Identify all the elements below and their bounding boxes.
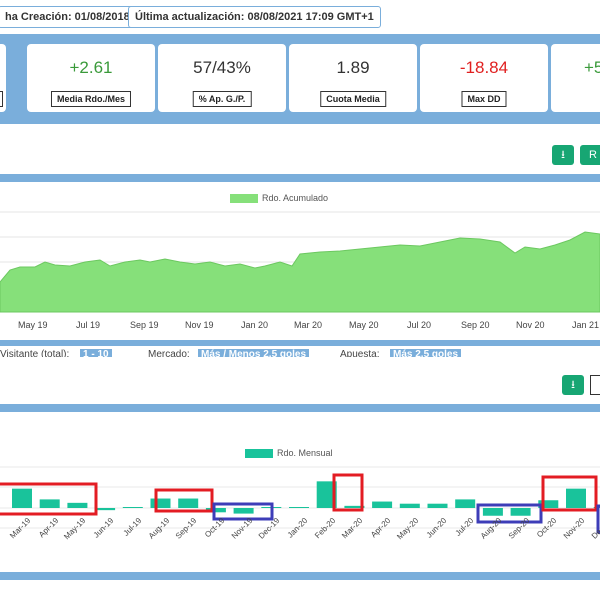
monthly-bar — [510, 508, 531, 516]
stat-card-cuota: 1.89 Cuota Media — [289, 44, 417, 112]
monthly-bar — [150, 498, 171, 508]
monthly-bar — [399, 503, 420, 508]
mercado-value: Más / Menos 2.5 goles — [198, 349, 310, 357]
monthly-bar — [427, 503, 448, 508]
x-tick-label: Jul 19 — [76, 320, 101, 330]
x-tick-label: Jan 21 — [572, 320, 600, 330]
monthly-bar — [538, 500, 559, 508]
monthly-bar — [372, 501, 393, 508]
menu-button[interactable] — [590, 375, 600, 395]
monthly-bar — [95, 508, 116, 511]
mercado-label: Mercado: — [148, 349, 190, 357]
apuesta-value: Más 2.5 goles — [390, 349, 462, 357]
stat-value: 57/43% — [193, 58, 251, 77]
stat-value: +2.61 — [69, 58, 113, 77]
chart1-legend-label: Rdo. Acumulado — [262, 193, 329, 203]
highlight-box-blue — [476, 503, 543, 524]
monthly-bars — [12, 481, 600, 516]
highlight-box-red — [154, 488, 214, 513]
monthly-bar — [344, 505, 365, 508]
monthly-bar — [566, 488, 586, 508]
stat-label: % Ap. G./P. — [192, 91, 252, 107]
monthly-bar — [12, 488, 32, 508]
chart2-legend: Rdo. Mensual — [245, 448, 333, 459]
monthly-chart — [0, 466, 600, 534]
monthly-bar — [205, 508, 226, 513]
chart1-toolbar — [0, 124, 600, 174]
monthly-bar — [316, 481, 337, 508]
chart1-panel: Rdo. Acumulado May 19 Jul 19 Sep 19 Nov … — [0, 182, 600, 340]
highlight-box-red — [332, 473, 364, 512]
cumulative-area — [0, 231, 600, 313]
highlight-box-blue — [596, 504, 600, 534]
x-tick-label: Jan 20 — [241, 320, 269, 330]
creation-date: ha Creación: 01/08/2018 — [0, 6, 137, 28]
stat-value: -18.84 — [459, 58, 509, 77]
x-tick-label: Jul 20 — [407, 320, 432, 330]
x-tick-label: Nov 19 — [185, 320, 214, 330]
x-tick-label: May 19 — [18, 320, 48, 330]
stat-card-ap: 57/43% % Ap. G./P. — [158, 44, 286, 112]
stat-label: Max DD — [461, 91, 507, 107]
chart2-toolbar — [0, 357, 600, 404]
x-tick-label: May 20 — [349, 320, 379, 330]
stat-card-maxdd: -18.84 Max DD — [420, 44, 548, 112]
monthly-bar — [482, 508, 503, 516]
download-icon[interactable]: ⭳ — [562, 375, 584, 395]
cumulative-chart — [0, 211, 600, 313]
stat-card-partial — [0, 44, 6, 112]
stat-label: Media Rdo./Mes — [50, 91, 132, 107]
stat-value: +5 — [584, 58, 600, 77]
highlight-box-red — [541, 475, 598, 512]
stat-card-media-rdo: +2.61 Media Rdo./Mes — [27, 44, 155, 112]
apuesta-label: Apuesta: — [340, 349, 380, 357]
x-tick-label: Sep 19 — [130, 320, 159, 330]
reset-button[interactable]: R — [580, 145, 600, 165]
monthly-bar — [289, 507, 309, 508]
chart2-panel: Rdo. Mensual Mar-19 Apr-19 May-19 Jun-19 Jul… — [0, 412, 600, 572]
highlight-box-red — [0, 482, 98, 516]
monthly-bar — [178, 498, 199, 508]
x-tick-label: Nov 20 — [516, 320, 545, 330]
chart2-legend-label: Rdo. Mensual — [277, 448, 333, 458]
monthly-bar — [39, 499, 60, 508]
monthly-bar — [122, 507, 143, 508]
monthly-bar — [455, 499, 476, 508]
download-icon[interactable]: ⭳ — [552, 145, 574, 165]
x-tick-label: Mar 20 — [294, 320, 323, 330]
info-strip: Visitante (total): 1 - 10 Mercado: Más /… — [0, 347, 600, 357]
stat-label: Cuota Media — [320, 91, 386, 107]
monthly-bar — [67, 502, 88, 508]
highlight-box-blue — [212, 502, 274, 521]
stat-value: 1.89 — [336, 58, 370, 77]
last-update: Última actualización: 08/08/2021 17:09 G… — [128, 6, 381, 28]
monthly-bar — [233, 508, 254, 514]
stat-card-partial-right: +5 — [551, 44, 600, 112]
x-tick-label: Sep 20 — [461, 320, 490, 330]
visitante-label: Visitante (total): — [0, 349, 70, 357]
visitante-value: 1 - 10 — [80, 349, 112, 357]
chart1-legend: Rdo. Acumulado — [230, 193, 329, 204]
